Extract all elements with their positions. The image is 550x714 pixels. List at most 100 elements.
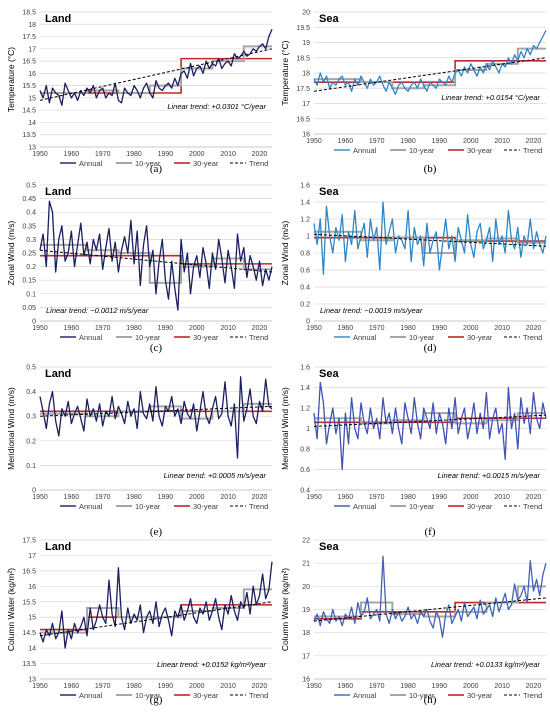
y-tick-label: 0	[32, 488, 36, 495]
legend-label-annual: Annual	[79, 333, 103, 342]
panel-title: Land	[45, 186, 71, 198]
y-tick-label: 0.6	[300, 467, 310, 474]
legend-label-thirty: 30-year	[193, 691, 219, 700]
x-tick-label: 1950	[306, 138, 322, 145]
series-annual-line	[39, 561, 273, 649]
panel-title: Land	[45, 13, 71, 25]
legend-label-decadal: 10-year	[409, 333, 435, 342]
chart-panel-c: 0 0.05 0.1 0.15 0.2 0.25 0.3 0.35 0.4 0.45 0.5 1950…	[6, 183, 273, 354]
y-tick-label: 17	[302, 653, 310, 660]
legend-label-thirty: 30-year	[467, 502, 493, 511]
x-tick-label: 1950	[32, 494, 48, 501]
y-tick-label: 17.5	[296, 86, 310, 93]
y-axis-label: Temperature (°C)	[280, 40, 290, 105]
x-tick-label: 1970	[369, 325, 385, 332]
trend-annotation: Linear trend: +0.0015 m/s/year	[438, 471, 541, 480]
trend-annotation: Linear trend: +0.0301 °C/year	[167, 102, 266, 111]
legend-label-trend: Trend	[249, 502, 268, 511]
panel-caption: (c)	[150, 342, 163, 354]
x-tick-label: 1990	[432, 325, 448, 332]
x-tick-label: 2000	[189, 325, 205, 332]
chart-panel-h: 16 17 18 19 20 21 22 1950 1960 1970 1980 1990 2000 20…	[280, 538, 547, 706]
y-tick-label: 0.6	[300, 268, 310, 275]
panel-caption: (d)	[424, 342, 437, 354]
y-tick-label: 0.4	[300, 488, 310, 495]
y-tick-label: 15.5	[22, 599, 36, 606]
trend-annotation: Linear trend: +0.0005 m/s/year	[164, 471, 267, 480]
chart-panel-e: 0 0.1 0.2 0.3 0.4 0.5 1950 1960 1970 1980 1990 2000…	[6, 365, 273, 538]
x-tick-label: 2000	[189, 494, 205, 501]
legend-label-annual: Annual	[79, 159, 103, 168]
x-tick-label: 1950	[32, 151, 48, 158]
x-tick-label: 1990	[158, 325, 174, 332]
x-tick-label: 1980	[400, 325, 416, 332]
y-tick-label: 1.6	[300, 183, 310, 190]
legend-label-annual: Annual	[353, 333, 377, 342]
x-tick-label: 2000	[463, 494, 479, 501]
y-tick-label: 18	[302, 630, 310, 637]
x-tick-label: 1980	[400, 494, 416, 501]
y-tick-label: 16	[302, 677, 310, 684]
y-tick-label: 0.45	[22, 196, 36, 203]
y-tick-label: 0.15	[22, 278, 36, 285]
y-tick-label: 0.3	[26, 237, 36, 244]
legend-label-decadal: 10-year	[409, 691, 435, 700]
series-30-year-line	[40, 57, 272, 94]
y-tick-label: 0.4	[300, 285, 310, 292]
y-tick-label: 16.5	[22, 568, 36, 575]
x-tick-label: 1970	[369, 494, 385, 501]
x-tick-label: 2020	[252, 683, 268, 690]
trend-annotation: Linear trend: −0.0019 m/s/year	[320, 306, 423, 315]
y-tick-label: 0.1	[26, 291, 36, 298]
series-trend-line	[313, 414, 547, 427]
panel-title: Land	[45, 368, 71, 380]
legend-label-annual: Annual	[353, 691, 377, 700]
panel-caption: (h)	[424, 694, 437, 706]
x-tick-label: 1960	[338, 325, 354, 332]
y-tick-label: 0.5	[26, 365, 36, 372]
legend-label-thirty: 30-year	[193, 159, 219, 168]
panel-caption: (b)	[424, 163, 437, 175]
panel-title: Sea	[319, 541, 339, 553]
y-tick-label: 0.25	[22, 251, 36, 258]
legend-label-thirty: 30-year	[193, 502, 219, 511]
y-tick-label: 1	[306, 234, 310, 241]
x-tick-label: 1950	[306, 325, 322, 332]
y-tick-label: 16.5	[296, 116, 310, 123]
y-tick-label: 13	[28, 145, 36, 152]
x-tick-label: 2010	[494, 494, 510, 501]
legend-label-trend: Trend	[523, 502, 542, 511]
x-tick-label: 2020	[252, 325, 268, 332]
x-tick-label: 1970	[95, 683, 111, 690]
x-tick-label: 1980	[126, 151, 142, 158]
x-tick-label: 2010	[220, 683, 236, 690]
x-tick-label: 2000	[189, 151, 205, 158]
y-tick-label: 0.1	[26, 463, 36, 470]
x-tick-label: 1990	[158, 683, 174, 690]
legend-label-decadal: 10-year	[135, 333, 161, 342]
series-annual-line	[39, 200, 273, 311]
panel-caption: (g)	[150, 694, 163, 706]
y-tick-label: 0	[306, 319, 310, 326]
trend-annotation: Linear trend: +0.0154 °C/year	[441, 93, 540, 102]
x-tick-label: 1950	[306, 683, 322, 690]
y-tick-label: 16	[28, 71, 36, 78]
y-tick-label: 1.6	[300, 365, 310, 372]
x-tick-label: 2010	[494, 683, 510, 690]
panel-title: Sea	[319, 368, 339, 380]
legend-label-trend: Trend	[523, 333, 542, 342]
y-tick-label: 0.2	[26, 264, 36, 271]
y-tick-label: 1.4	[300, 200, 310, 207]
x-tick-label: 2010	[220, 151, 236, 158]
legend-label-annual: Annual	[353, 146, 377, 155]
series-annual-line	[313, 30, 547, 95]
y-tick-label: 13	[28, 677, 36, 684]
x-tick-label: 1960	[338, 683, 354, 690]
y-tick-label: 21	[302, 561, 310, 568]
y-tick-label: 14.5	[22, 108, 36, 115]
x-tick-label: 1980	[126, 683, 142, 690]
series-annual-line	[313, 201, 547, 275]
y-tick-label: 20	[302, 584, 310, 591]
x-tick-label: 1970	[369, 138, 385, 145]
